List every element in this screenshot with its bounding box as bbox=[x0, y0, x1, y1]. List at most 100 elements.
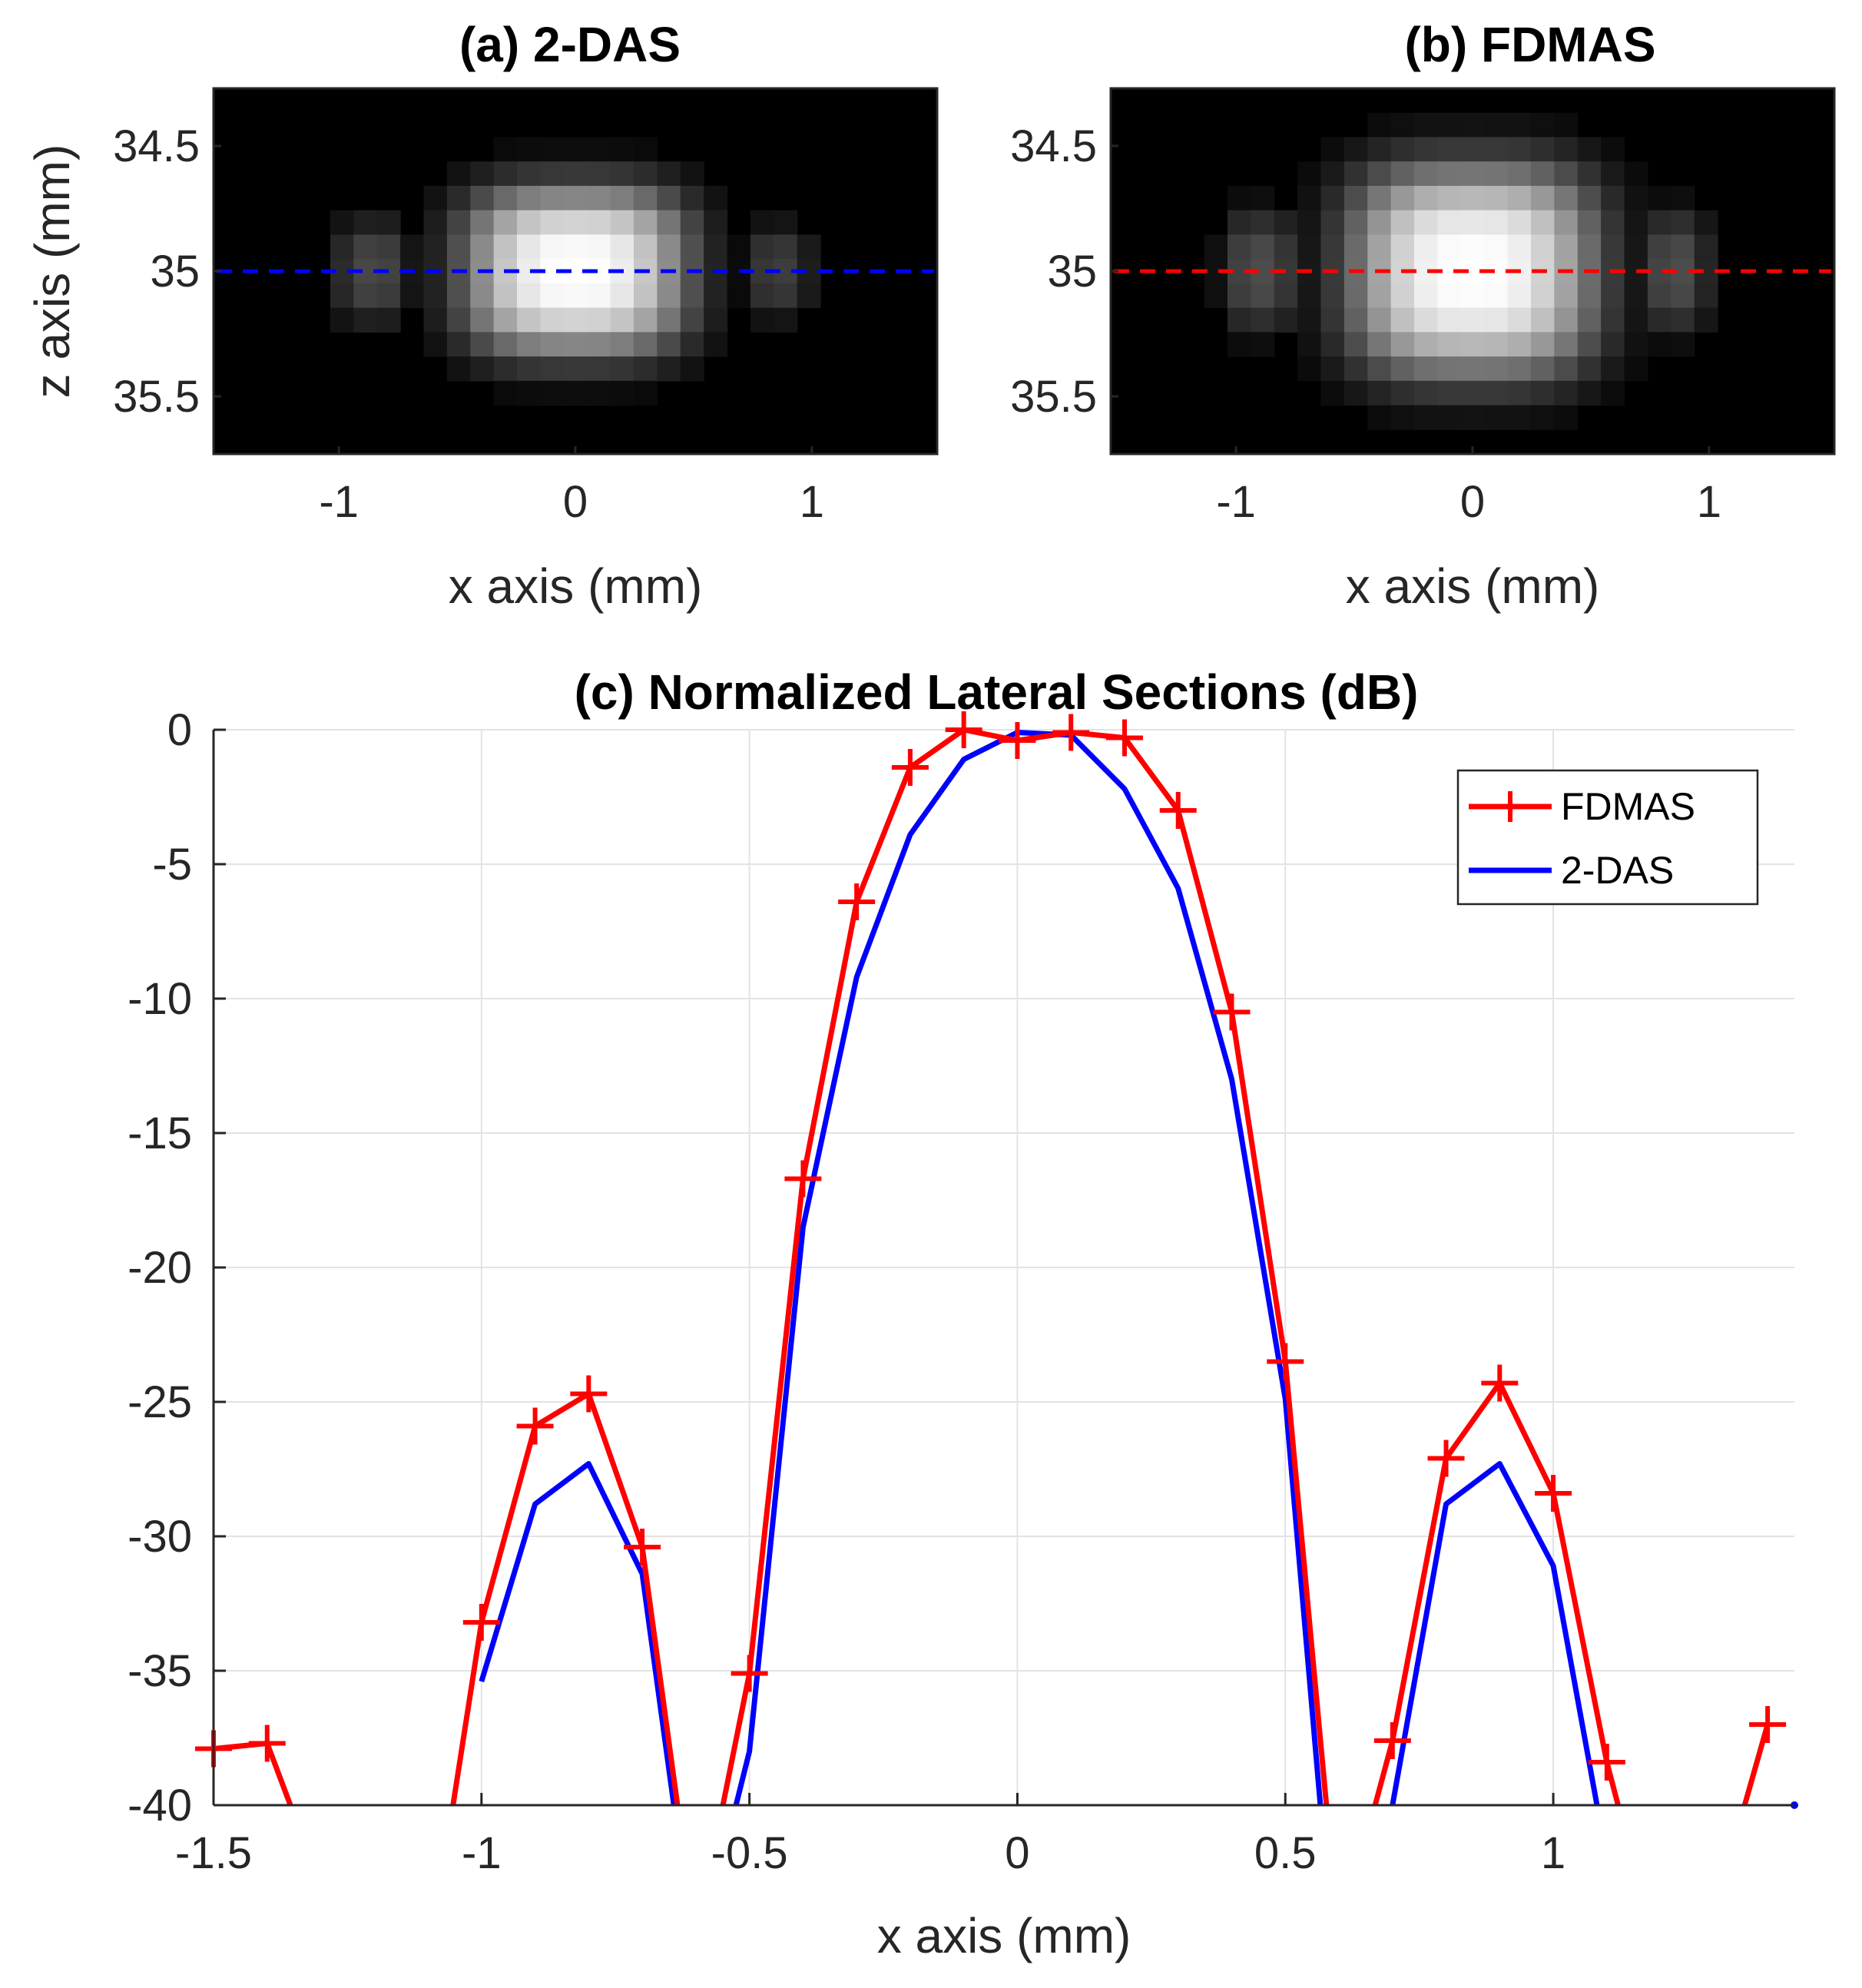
panel-b-pixel bbox=[1460, 405, 1485, 430]
panel-a-xlabel: x axis (mm) bbox=[449, 558, 703, 614]
panel-b-pixel bbox=[1577, 283, 1602, 309]
panel-a-pixel bbox=[563, 210, 588, 235]
panel-c-series-2-das bbox=[479, 730, 1600, 1805]
panel-a-pixel bbox=[750, 307, 774, 333]
panel-b-pixel bbox=[1530, 356, 1555, 382]
panel-a-pixel bbox=[610, 332, 634, 357]
panel-b-pixel bbox=[1367, 405, 1392, 430]
panel-b-pixel bbox=[1694, 283, 1718, 309]
panel-a-pixel bbox=[470, 283, 495, 309]
panel-b-pixel bbox=[1554, 234, 1579, 260]
panel-b-pixel bbox=[1530, 112, 1555, 138]
panel-b-xtick-label: 0 bbox=[1460, 477, 1485, 527]
panel-a-pixel bbox=[774, 307, 798, 333]
panel-a-pixel bbox=[540, 234, 565, 260]
panel-a-pixel bbox=[610, 380, 634, 406]
panel-a-pixel bbox=[633, 185, 658, 211]
panel-b-pixel bbox=[1460, 185, 1485, 211]
panel-b-pixel bbox=[1251, 332, 1275, 357]
panel-b-pixel bbox=[1484, 185, 1509, 211]
panel-b-pixel bbox=[1390, 283, 1415, 309]
panel-c-xlabel: x axis (mm) bbox=[877, 1908, 1131, 1963]
panel-a-pixel bbox=[587, 356, 611, 382]
panel-a-pixel bbox=[446, 185, 471, 211]
panel-b-pixel bbox=[1484, 332, 1509, 357]
panel-b-pixel bbox=[1297, 161, 1322, 187]
panel-b-pixel bbox=[1671, 234, 1695, 260]
panel-b-pixel bbox=[1343, 307, 1368, 333]
panel-b-pixel bbox=[1437, 380, 1462, 406]
panel-b-pixel bbox=[1554, 356, 1579, 382]
panel-a-pixel bbox=[493, 234, 518, 260]
panel-b-pixel bbox=[1227, 210, 1251, 235]
panel-b-xtick-label: -1 bbox=[1216, 477, 1256, 527]
panel-b-pixel bbox=[1274, 210, 1298, 235]
panel-a-pixel bbox=[540, 356, 565, 382]
panel-a-pixel bbox=[680, 210, 704, 235]
panel-a-pixel bbox=[774, 210, 798, 235]
panel-b-pixel bbox=[1624, 307, 1648, 333]
panel-b-pixel bbox=[1367, 112, 1392, 138]
panel-b-pixel bbox=[1624, 210, 1648, 235]
panel-c-ytick-label: -35 bbox=[128, 1646, 192, 1696]
panel-a-pixel bbox=[680, 234, 704, 260]
panel-c-xtick-label: 0 bbox=[1005, 1828, 1029, 1878]
panel-c-marker-fdmas bbox=[1749, 1706, 1787, 1743]
panel-c-marker-fdmas bbox=[516, 1407, 554, 1445]
panel-b-pixel bbox=[1414, 380, 1439, 406]
panel-a-pixel bbox=[563, 185, 588, 211]
panel-b-pixel bbox=[1601, 332, 1625, 357]
panel-b-pixel bbox=[1320, 307, 1345, 333]
panel-c-ytick-label: -10 bbox=[128, 974, 192, 1024]
panel-c-marker-fdmas bbox=[945, 711, 982, 748]
panel-b-pixel bbox=[1577, 234, 1602, 260]
panel-a-pixel bbox=[446, 307, 471, 333]
panel-a-pixel bbox=[704, 234, 728, 260]
panel-a-pixel bbox=[493, 185, 518, 211]
panel-b-pixel bbox=[1577, 332, 1602, 357]
panel-b-pixel bbox=[1437, 405, 1462, 430]
panel-b-pixel bbox=[1647, 332, 1671, 357]
panel-b: (b) FDMAS 34.5 35 35.5 -1 0 1 x axis (mm) bbox=[1010, 17, 1836, 614]
panel-b-pixel bbox=[1320, 283, 1345, 309]
panel-b-pixel bbox=[1297, 283, 1322, 309]
panel-a-pixel bbox=[750, 283, 774, 309]
panel-a-pixel bbox=[680, 332, 704, 357]
panel-b-pixel bbox=[1577, 210, 1602, 235]
panel-b-pixel bbox=[1507, 234, 1532, 260]
panel-a-pixel bbox=[470, 185, 495, 211]
panel-a: (a) 2-DAS 34.5 35 35.5 -1 0 1 x axis (mm) z … bbox=[25, 17, 939, 614]
panel-a-pixel bbox=[517, 356, 542, 382]
panel-a-pixel bbox=[353, 283, 378, 309]
panel-b-pixel bbox=[1484, 356, 1509, 382]
panel-b-pixel bbox=[1251, 185, 1275, 211]
panel-a-pixel bbox=[680, 161, 704, 187]
panel-c-marker-fdmas bbox=[999, 722, 1036, 759]
panel-b-pixel bbox=[1601, 356, 1625, 382]
panel-a-pixel bbox=[680, 356, 704, 382]
panel-a-pixel bbox=[610, 356, 634, 382]
panel-b-pixel bbox=[1297, 307, 1322, 333]
panel-b-pixel bbox=[1414, 307, 1439, 333]
panel-b-pixel bbox=[1297, 234, 1322, 260]
panel-a-pixel bbox=[633, 210, 658, 235]
panel-a-pixel bbox=[563, 234, 588, 260]
panel-b-ytick-label: 35.5 bbox=[1010, 372, 1097, 422]
panel-b-pixel bbox=[1694, 307, 1718, 333]
legend: FDMAS 2-DAS bbox=[1456, 769, 1759, 906]
panel-c-ytick-label: -5 bbox=[152, 840, 192, 890]
panel-b-pixel bbox=[1227, 185, 1251, 211]
panel-a-pixel bbox=[610, 307, 634, 333]
panel-b-pixel bbox=[1343, 234, 1368, 260]
panel-a-pixel bbox=[376, 283, 401, 309]
panel-a-pixel bbox=[704, 210, 728, 235]
panel-b-pixel bbox=[1390, 356, 1415, 382]
panel-b-pixel bbox=[1414, 356, 1439, 382]
panel-a-pixel bbox=[517, 161, 542, 187]
panel-a-pixel bbox=[610, 283, 634, 309]
panel-b-pixel bbox=[1227, 234, 1251, 260]
panel-a-pixel bbox=[540, 307, 565, 333]
panel-a-pixel bbox=[657, 161, 681, 187]
panel-c-marker-fdmas bbox=[1213, 993, 1251, 1031]
panel-b-pixel bbox=[1647, 234, 1671, 260]
